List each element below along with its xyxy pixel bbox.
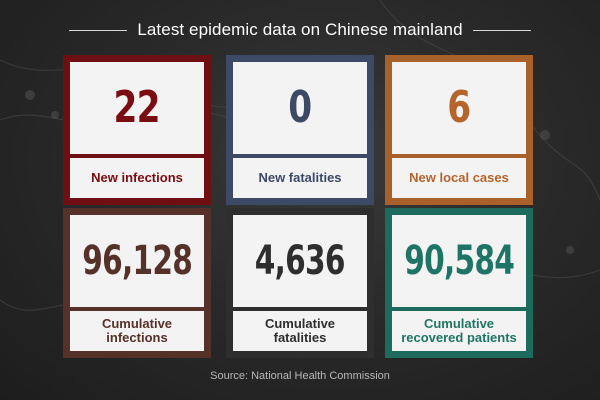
new-infections-value: 22 (113, 82, 161, 133)
title-rule-left (69, 29, 128, 31)
card-new-fatalities: 0 New fatalities (226, 55, 374, 205)
page-title-row: Latest epidemic data on Chinese mainland (0, 17, 600, 43)
new-local-cases-value: 6 (447, 82, 471, 133)
card-value-panel: 96,128 (70, 215, 204, 307)
title-rule-right (472, 29, 531, 31)
cumulative-infections-label: Cumulative infections (70, 311, 204, 351)
card-new-local-cases: 6 New local cases (385, 55, 533, 205)
card-cumulative-fatalities: 4,636 Cumulative fatalities (226, 208, 374, 358)
card-value-panel: 90,584 (392, 215, 526, 307)
cumulative-fatalities-value: 4,636 (255, 238, 346, 284)
source-note: Source: National Health Commission (210, 370, 390, 382)
cumulative-recovered-label: Cumulative recovered patients (392, 311, 526, 351)
card-cumulative-recovered: 90,584 Cumulative recovered patients (385, 208, 533, 358)
new-local-cases-label: New local cases (392, 158, 526, 198)
card-new-infections: 22 New infections (63, 55, 211, 205)
card-value-panel: 6 (392, 62, 526, 154)
cumulative-recovered-value: 90,584 (404, 238, 515, 284)
card-cumulative-infections: 96,128 Cumulative infections (63, 208, 211, 358)
card-value-panel: 4,636 (233, 215, 367, 307)
new-fatalities-label: New fatalities (233, 158, 367, 198)
cumulative-infections-value: 96,128 (82, 238, 193, 284)
new-fatalities-value: 0 (288, 82, 312, 133)
cumulative-fatalities-label: Cumulative fatalities (233, 311, 367, 351)
card-value-panel: 0 (233, 62, 367, 154)
card-value-panel: 22 (70, 62, 204, 154)
new-infections-label: New infections (70, 158, 204, 198)
page-title: Latest epidemic data on Chinese mainland (137, 20, 463, 39)
